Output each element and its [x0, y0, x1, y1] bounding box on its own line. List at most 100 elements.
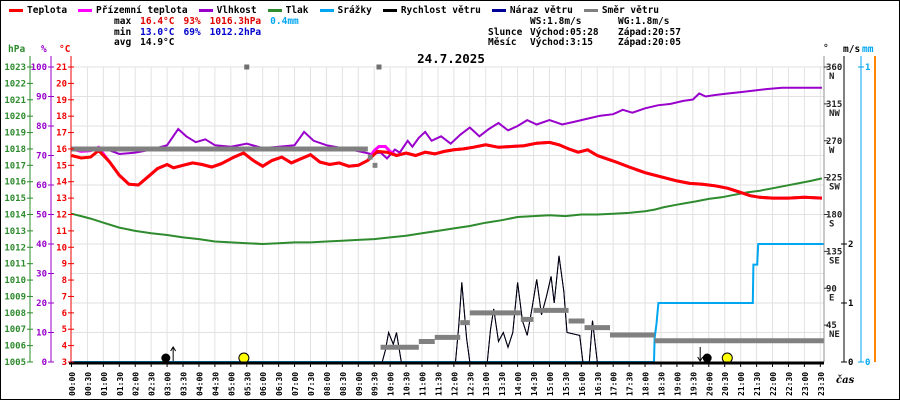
sun-label: Slunce — [488, 26, 523, 38]
pressure-tick-label: 1012 — [4, 243, 26, 253]
time-tick-label: 15:00 — [546, 372, 555, 396]
time-tick-label: 09:30 — [371, 372, 380, 396]
moon-label: Měsíc — [488, 37, 517, 48]
time-tick-label: 13:00 — [482, 372, 491, 396]
moonset-time: Západ:20:05 — [618, 37, 681, 48]
time-tick-label: 11:00 — [419, 372, 428, 396]
temperature-tick-label: 3 — [62, 358, 67, 368]
humidity-tick-label: 30 — [36, 270, 47, 280]
wind-direction-cardinal-label: E — [829, 293, 834, 303]
time-tick-label: 21:30 — [753, 372, 762, 396]
wind-speed-tick-label: 1 — [848, 299, 853, 309]
time-tick-label: 22:30 — [785, 372, 794, 396]
legend-swatch — [78, 9, 93, 12]
wind-astro-block: WS:1.8m/s WG:1.8m/s Slunce Východ:05:28 … — [488, 16, 681, 49]
moonrise-icon — [161, 353, 171, 363]
wind-direction-north-marker — [244, 64, 250, 70]
temperature-tick-label: 6 — [62, 309, 67, 319]
pressure-tick-label: 1009 — [4, 292, 26, 302]
time-tick-label: 10:00 — [387, 372, 396, 396]
humidity-tick-label: 90 — [36, 93, 47, 103]
temperature-tick-label: 5 — [62, 325, 67, 335]
pressure-tick-label: 1014 — [4, 211, 26, 221]
pressure-tick-label: 1015 — [4, 194, 26, 204]
time-tick-label: 20:30 — [721, 372, 730, 396]
pressure-tick-label: 1023 — [4, 63, 26, 73]
wind-speed-stat: WS:1.8m/s — [530, 16, 582, 27]
pressure-tick-label: 1011 — [4, 260, 26, 270]
time-tick-label: 16:00 — [578, 372, 587, 396]
temperature-tick-label: 19 — [56, 96, 67, 106]
chart-legend: Teplota Přízemní teplota Vlhkost Tlak Srážky… — [9, 5, 659, 16]
max-temp: 16.4°C — [140, 16, 175, 27]
pressure-tick-label: 1016 — [4, 178, 26, 188]
series-n-raz-v-tru — [71, 255, 824, 363]
stats-avg-row: avg 14.9°C — [114, 37, 308, 49]
legend-item-3: Tlak — [267, 5, 309, 16]
time-tick-label: 12:00 — [450, 372, 459, 396]
wind-direction-tick-label: 225 — [826, 174, 842, 184]
legend-item-6: Náraz větru — [491, 5, 573, 16]
temperature-tick-label: 14 — [56, 178, 67, 188]
moonset-arrow-icon — [697, 356, 704, 362]
legend-label: Náraz větru — [509, 5, 573, 16]
time-tick-label: 00:00 — [68, 372, 77, 396]
time-tick-label: 04:30 — [211, 372, 220, 396]
series-rychlost-v-tru — [71, 255, 824, 363]
humidity-tick-label: 80 — [36, 122, 47, 132]
time-tick-label: 17:00 — [610, 372, 619, 396]
legend-item-1: Přízemní teplota — [78, 5, 188, 16]
stats-max-row: max 16.4°C 93% 1016.3hPa 0.4mm — [114, 16, 308, 28]
legend-swatch — [267, 9, 282, 12]
time-tick-label: 20:00 — [705, 372, 714, 396]
pressure-tick-label: 1013 — [4, 227, 26, 237]
moonrise-time: Východ:3:15 — [530, 37, 593, 48]
moonrise-arrow-icon — [170, 346, 177, 352]
temperature-tick-label: 17 — [56, 129, 67, 139]
min-label: min — [114, 26, 132, 38]
time-tick-label: 23:30 — [817, 372, 826, 396]
pressure-tick-label: 1010 — [4, 276, 26, 286]
wind-direction-cardinal-label: SE — [829, 256, 840, 266]
legend-label: Vlhkost — [216, 5, 257, 16]
time-tick-label: 18:30 — [657, 372, 666, 396]
pressure-tick-label: 1018 — [4, 145, 26, 155]
pressure-tick-label: 1022 — [4, 79, 26, 89]
rain-tick-label: 0 — [865, 358, 870, 368]
wind-gust-stat: WG:1.8m/s — [618, 16, 670, 27]
time-tick-label: 07:30 — [307, 372, 316, 396]
time-tick-label: 13:30 — [498, 372, 507, 396]
pressure-tick-label: 1006 — [4, 342, 26, 352]
chart-title: 24.7.2025 — [417, 51, 485, 66]
pressure-tick-label: 1008 — [4, 309, 26, 319]
temperature-tick-label: 7 — [62, 292, 67, 302]
temperature-tick-label: 15 — [56, 161, 67, 171]
legend-item-0: Teplota — [9, 5, 67, 16]
rain-axis-header: mm — [862, 44, 874, 55]
min-temp: 13.0°C — [140, 26, 175, 38]
wind-direction-tick-label: 45 — [826, 321, 837, 331]
time-tick-label: 03:00 — [164, 372, 173, 396]
time-tick-label: 23:00 — [801, 372, 810, 396]
min-pressure: 1012.2hPa — [209, 26, 262, 38]
wind-direction-cardinal-label: S — [829, 220, 834, 230]
time-tick-label: 16:30 — [594, 372, 603, 396]
wind-direction-cardinal-label: N — [829, 72, 834, 82]
legend-label: Rychlost větru — [400, 5, 481, 16]
temperature-axis-header: °C — [59, 44, 71, 55]
humidity-axis-header: % — [41, 44, 47, 55]
time-tick-label: 06:00 — [259, 372, 268, 396]
stats-min-row: min 13.0°C 69% 1012.2hPa — [114, 26, 308, 39]
legend-label: Srážky — [337, 5, 372, 16]
legend-item-2: Vlhkost — [198, 5, 257, 16]
time-tick-label: 22:00 — [769, 372, 778, 396]
stats-block: max 16.4°C 93% 1016.3hPa 0.4mm min 13.0°C 69% 1… — [114, 16, 308, 49]
time-tick-label: 18:00 — [642, 372, 651, 396]
temperature-tick-label: 8 — [62, 276, 67, 286]
time-tick-label: 09:00 — [355, 372, 364, 396]
time-tick-label: 17:30 — [626, 372, 635, 396]
time-tick-label: 15:30 — [562, 372, 571, 396]
temperature-tick-label: 20 — [56, 79, 67, 89]
series-sr-ky — [71, 243, 824, 363]
time-tick-label: 10:30 — [403, 372, 412, 396]
